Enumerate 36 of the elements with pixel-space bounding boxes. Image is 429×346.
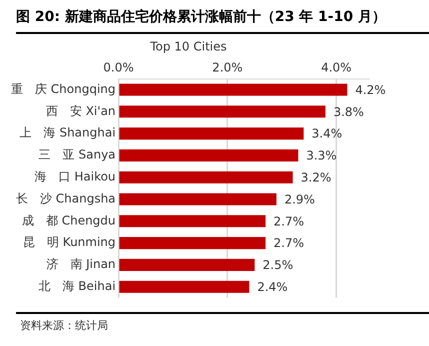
data-label: 2.7% xyxy=(274,236,304,250)
bar xyxy=(119,258,255,271)
bar xyxy=(119,149,298,162)
bar xyxy=(119,84,348,96)
y-tick-label: 上 海 Shanghai xyxy=(20,126,116,140)
data-label: 3.8% xyxy=(333,104,364,119)
x-tick-label: 0.0% xyxy=(103,60,134,75)
bar xyxy=(119,128,304,140)
y-tick-label: 北 海 Beihai xyxy=(38,278,116,293)
y-tick-label: 海 口 Haikou xyxy=(34,169,116,184)
chart-subtitle: 图 20: 新建商品住宅价格累计涨幅前十（23 年 1-10 月） xyxy=(16,8,387,26)
data-label: 3.2% xyxy=(300,170,332,184)
chart-title: Top 10 Cities xyxy=(149,39,227,54)
y-tick-label: 济 南 Jinan xyxy=(46,257,116,272)
data-label: 2.4% xyxy=(257,280,288,294)
text: 资料来源：统计局 xyxy=(20,318,108,333)
y-tick-label: 三 亚 Sanya xyxy=(38,148,116,162)
bar xyxy=(119,215,266,228)
y-tick-label: 昆 明 Kunming xyxy=(22,235,116,250)
x-tick-label: 4.0% xyxy=(321,60,352,75)
data-label: 2.5% xyxy=(262,258,294,272)
y-tick-label: 长 沙 Changsha xyxy=(16,191,116,206)
bar xyxy=(119,237,266,250)
bar xyxy=(119,193,276,206)
bar xyxy=(119,106,326,118)
bar xyxy=(119,280,250,293)
x-tick-label: 2.0% xyxy=(212,60,243,75)
data-label: 2.9% xyxy=(284,192,315,206)
data-label: 4.2% xyxy=(355,82,386,97)
y-tick-label: 重 庆 Chongqing xyxy=(10,82,116,96)
data-label: 3.4% xyxy=(312,126,342,141)
data-label: 2.7% xyxy=(274,214,304,228)
data-label: 3.3% xyxy=(306,148,337,163)
y-tick-label: 西 安 Xi'an xyxy=(46,104,116,118)
y-tick-label: 成 都 Chengdu xyxy=(22,213,116,228)
bar xyxy=(119,171,293,184)
